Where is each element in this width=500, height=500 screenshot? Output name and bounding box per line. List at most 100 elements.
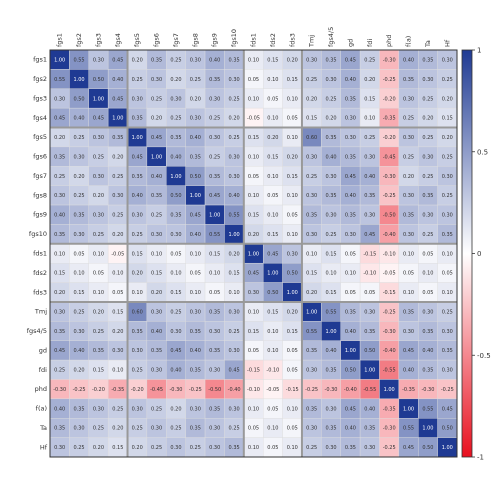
cell-value-label: 0.30 bbox=[403, 96, 414, 102]
cell-value-label: 0.35 bbox=[442, 232, 453, 238]
cell-value-label: 0.40 bbox=[190, 232, 201, 238]
cell-value-label: 0.40 bbox=[73, 116, 84, 122]
cell-value-label: -0.10 bbox=[266, 368, 279, 374]
row-label: fgs3 bbox=[33, 94, 47, 102]
cell-value-label: 0.30 bbox=[93, 406, 104, 412]
cell-value-label: 0.30 bbox=[151, 309, 162, 315]
cell-value-label: 0.30 bbox=[132, 96, 143, 102]
cell-value-label: -0.15 bbox=[247, 368, 260, 374]
cell-value-label: 0.15 bbox=[112, 309, 123, 315]
cell-value-label: -0.25 bbox=[305, 387, 318, 393]
cell-value-label: -0.15 bbox=[286, 387, 299, 393]
cell-value-label: 0.30 bbox=[170, 329, 181, 335]
cell-value-label: 0.10 bbox=[209, 271, 220, 277]
cell-value-label: 0.40 bbox=[345, 329, 356, 335]
column-label: fgs4 bbox=[114, 33, 122, 47]
row-label: phd bbox=[35, 385, 47, 393]
cell-value-label: 0.40 bbox=[54, 406, 65, 412]
cell-value-label: 0.20 bbox=[151, 116, 162, 122]
cell-value-label: 0.05 bbox=[248, 77, 259, 83]
cell-value-label: 0.35 bbox=[364, 193, 375, 199]
cell-value-label: 0.35 bbox=[190, 329, 201, 335]
cell-value-label: 0.30 bbox=[151, 368, 162, 374]
cell-value-label: 0.35 bbox=[170, 213, 181, 219]
cell-value-label: 0.10 bbox=[54, 251, 65, 257]
cell-value-label: 0.30 bbox=[403, 193, 414, 199]
cell-value-label: 0.35 bbox=[190, 426, 201, 432]
cell-value-label: 0.40 bbox=[229, 193, 240, 199]
cell-value-label: 0.15 bbox=[73, 290, 84, 296]
cell-value-label: 0.35 bbox=[442, 348, 453, 354]
cell-value-label: 0.45 bbox=[190, 213, 201, 219]
cell-value-label: 0.15 bbox=[112, 445, 123, 451]
cell-value-label: 0.20 bbox=[287, 57, 298, 63]
cell-value-label: 0.35 bbox=[151, 57, 162, 63]
cell-value-label: -0.10 bbox=[363, 271, 376, 277]
cell-value-label: 0.40 bbox=[345, 426, 356, 432]
cell-value-label: 0.35 bbox=[209, 309, 220, 315]
cell-value-label: 0.20 bbox=[170, 77, 181, 83]
cell-value-label: 0.45 bbox=[229, 368, 240, 374]
cell-value-label: 0.30 bbox=[132, 213, 143, 219]
cell-value-label: -0.05 bbox=[266, 387, 279, 393]
cell-value-label: 0.35 bbox=[151, 193, 162, 199]
row-labels: fgs1 fgs2 fgs3 fgs4 fgs5 fgs6 fgs7 fgs8 fgs9 fgs1… bbox=[27, 56, 48, 452]
cell-value-label: 0.35 bbox=[403, 309, 414, 315]
cell-value-label: -0.55 bbox=[363, 387, 376, 393]
row-label: fds2 bbox=[33, 269, 47, 277]
cell-value-label: 0.60 bbox=[132, 309, 143, 315]
cell-value-label: 0.30 bbox=[442, 174, 453, 180]
cell-value-label: 0.20 bbox=[112, 426, 123, 432]
cell-value-label: -0.20 bbox=[383, 135, 396, 141]
cell-value-label: 0.45 bbox=[345, 406, 356, 412]
cell-value-label: 0.35 bbox=[209, 174, 220, 180]
cell-value-label: 0.25 bbox=[364, 57, 375, 63]
cell-value-label: 0.35 bbox=[345, 445, 356, 451]
column-label: fgs10 bbox=[230, 29, 238, 47]
cell-value-label: 0.10 bbox=[132, 290, 143, 296]
cell-value-label: 0.45 bbox=[403, 348, 414, 354]
cell-value-label: 0.20 bbox=[73, 174, 84, 180]
cell-value-label: 0.50 bbox=[267, 290, 278, 296]
column-labels: fgs1 fgs2 fgs3 fgs4 fgs5 fgs6 fgs7 fgs8 fgs9 fgs1… bbox=[56, 27, 452, 48]
cell-value-label: 0.10 bbox=[112, 368, 123, 374]
cell-value-label: 0.10 bbox=[287, 406, 298, 412]
cell-value-label: 0.10 bbox=[403, 251, 414, 257]
colorbar-gradient bbox=[461, 49, 473, 458]
cell-value-label: 0.35 bbox=[151, 348, 162, 354]
cell-value-label: 0.10 bbox=[93, 251, 104, 257]
cell-value-label: 1.00 bbox=[403, 406, 414, 412]
cell-value-label: 0.30 bbox=[73, 154, 84, 160]
cell-value-label: 0.30 bbox=[306, 368, 317, 374]
cell-value-label: 0.30 bbox=[403, 232, 414, 238]
cell-value-label: 0.25 bbox=[170, 309, 181, 315]
cell-value-label: 1.00 bbox=[170, 174, 181, 180]
cell-value-label: 0.10 bbox=[73, 271, 84, 277]
cell-value-label: -0.25 bbox=[383, 445, 396, 451]
cell-value-label: 0.25 bbox=[422, 174, 433, 180]
cell-value-label: 0.15 bbox=[248, 329, 259, 335]
cell-value-label: 0.15 bbox=[170, 290, 181, 296]
cell-value-label: 0.35 bbox=[422, 329, 433, 335]
cell-value-label: 0.55 bbox=[422, 406, 433, 412]
cell-value-label: 0.30 bbox=[93, 213, 104, 219]
cell-value-label: 0.25 bbox=[73, 309, 84, 315]
cell-value-label: 0.25 bbox=[132, 368, 143, 374]
cell-value-label: 0.20 bbox=[112, 232, 123, 238]
cell-value-label: 0.25 bbox=[112, 406, 123, 412]
cell-value-label: 0.40 bbox=[403, 368, 414, 374]
cell-value-label: 0.10 bbox=[267, 174, 278, 180]
cell-value-label: 0.20 bbox=[442, 96, 453, 102]
cell-value-label: 0.25 bbox=[132, 232, 143, 238]
cell-value-label: 0.05 bbox=[248, 348, 259, 354]
cell-value-label: 0.35 bbox=[209, 77, 220, 83]
cell-value-label: 0.45 bbox=[403, 445, 414, 451]
cell-value-label: 0.10 bbox=[287, 445, 298, 451]
cell-value-label: -0.30 bbox=[383, 57, 396, 63]
cell-value-label: 0.55 bbox=[325, 309, 336, 315]
cell-value-label: 0.35 bbox=[422, 368, 433, 374]
cell-value-label: 0.05 bbox=[267, 96, 278, 102]
cell-value-label: 0.45 bbox=[93, 116, 104, 122]
cell-value-label: 0.25 bbox=[73, 193, 84, 199]
cell-value-label: 0.35 bbox=[403, 77, 414, 83]
